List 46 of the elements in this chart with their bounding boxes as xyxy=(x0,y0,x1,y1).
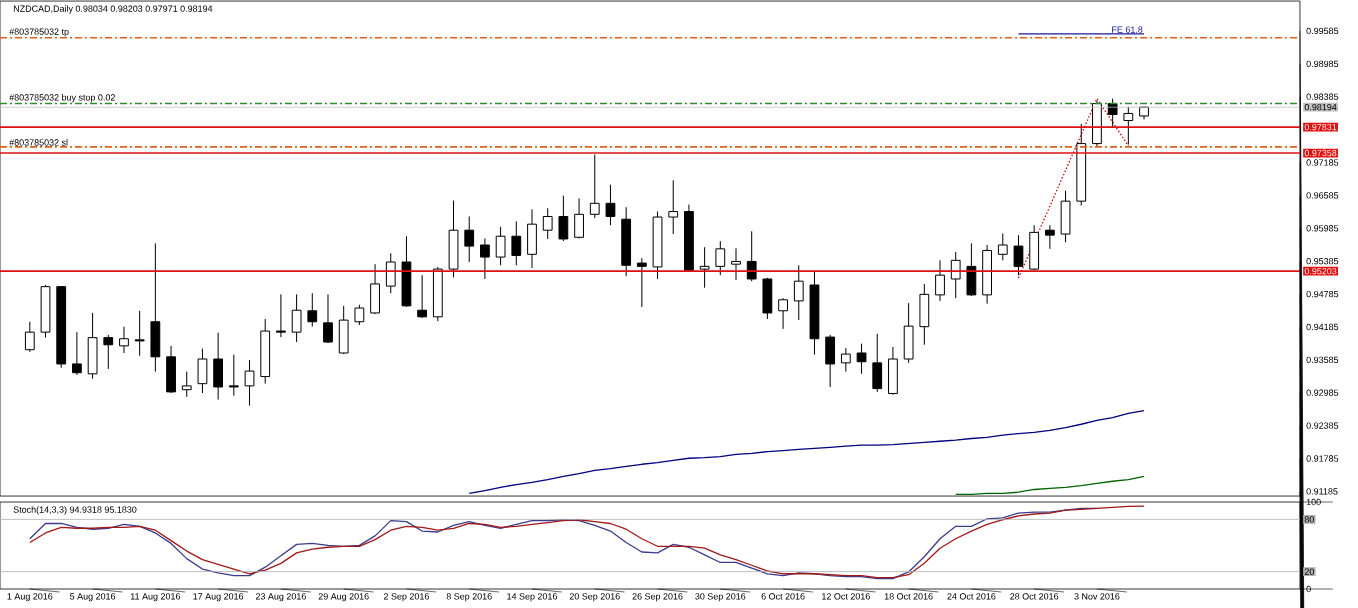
x-tick-label: 12 Oct 2016 xyxy=(822,593,870,600)
ref-line-label: #803785032 tp xyxy=(9,28,69,37)
y-tick-label: 0.94785 xyxy=(1306,290,1339,298)
y-tick-label: 0.95985 xyxy=(1306,225,1339,232)
x-tick-label: 26 Sep 2016 xyxy=(632,593,683,602)
x-tick-label: 5 Aug 2016 xyxy=(70,593,116,602)
ref-line-label: #803785032 buy stop 0.02 xyxy=(9,94,115,103)
y-tick-label: 0.98385 xyxy=(1306,93,1339,100)
x-tick-label: 29 Aug 2016 xyxy=(318,593,369,602)
ref-line-label: 80 xyxy=(1304,516,1314,523)
x-tick-label: 6 Oct 2016 xyxy=(761,593,805,600)
y-tick-label: 0.91185 xyxy=(1306,488,1338,495)
x-tick-label: 18 Oct 2016 xyxy=(884,593,933,600)
series-label: FE 61.8 xyxy=(1112,26,1143,33)
x-tick-label: 14 Sep 2016 xyxy=(507,593,558,602)
y-tick-label: 0.91785 xyxy=(1306,455,1339,462)
y-tick-label: 0.98985 xyxy=(1306,60,1339,67)
x-tick-label: 2 Sep 2016 xyxy=(383,593,429,602)
y-tick-label: 0.92985 xyxy=(1306,389,1339,396)
y-tick-label: 0.92385 xyxy=(1306,422,1339,429)
y-tick-label: 0.97185 xyxy=(1306,159,1339,166)
x-tick-label: 30 Sep 2016 xyxy=(695,593,746,602)
x-tick-label: 20 Sep 2016 xyxy=(569,593,620,602)
y-tick-label: 0.95385 xyxy=(1306,257,1339,265)
chart-title: Stoch(14,3,3) 94.9318 95.1830 xyxy=(13,506,137,515)
x-tick-label: 28 Oct 2016 xyxy=(1010,593,1059,600)
x-tick-label: 1 Aug 2016 xyxy=(7,593,53,602)
ref-line-label: 20 xyxy=(1304,568,1314,575)
x-tick-label: 11 Aug 2016 xyxy=(130,593,181,602)
x-tick-label: 24 Oct 2016 xyxy=(947,593,996,600)
x-tick-label: 8 Sep 2016 xyxy=(446,593,492,602)
y-tick-label: 0.96585 xyxy=(1306,192,1339,199)
y-tick-label: 0.93585 xyxy=(1306,356,1339,364)
y-tick-label: 0.94185 xyxy=(1306,323,1339,331)
ref-line-label: 0.97831 xyxy=(1304,123,1337,131)
x-tick-label: 23 Aug 2016 xyxy=(255,593,306,602)
y-tick-label: 0 xyxy=(1306,585,1311,593)
y-tick-label: 0.99585 xyxy=(1306,27,1339,35)
y-tick-label: 100 xyxy=(1306,498,1321,506)
ref-line-label: #803785032 sl xyxy=(9,139,68,146)
chart-title: NZDCAD,Daily 0.98034 0.98203 0.97971 0.98194 xyxy=(13,5,213,14)
x-tick-label: 3 Nov 2016 xyxy=(1074,593,1120,600)
ref-line-label: 0.97358 xyxy=(1304,149,1337,157)
x-tick-label: 17 Aug 2016 xyxy=(193,593,244,602)
ref-line-label: 0.98194 xyxy=(1304,104,1337,111)
ref-line-label: 0.95203 xyxy=(1304,267,1337,275)
